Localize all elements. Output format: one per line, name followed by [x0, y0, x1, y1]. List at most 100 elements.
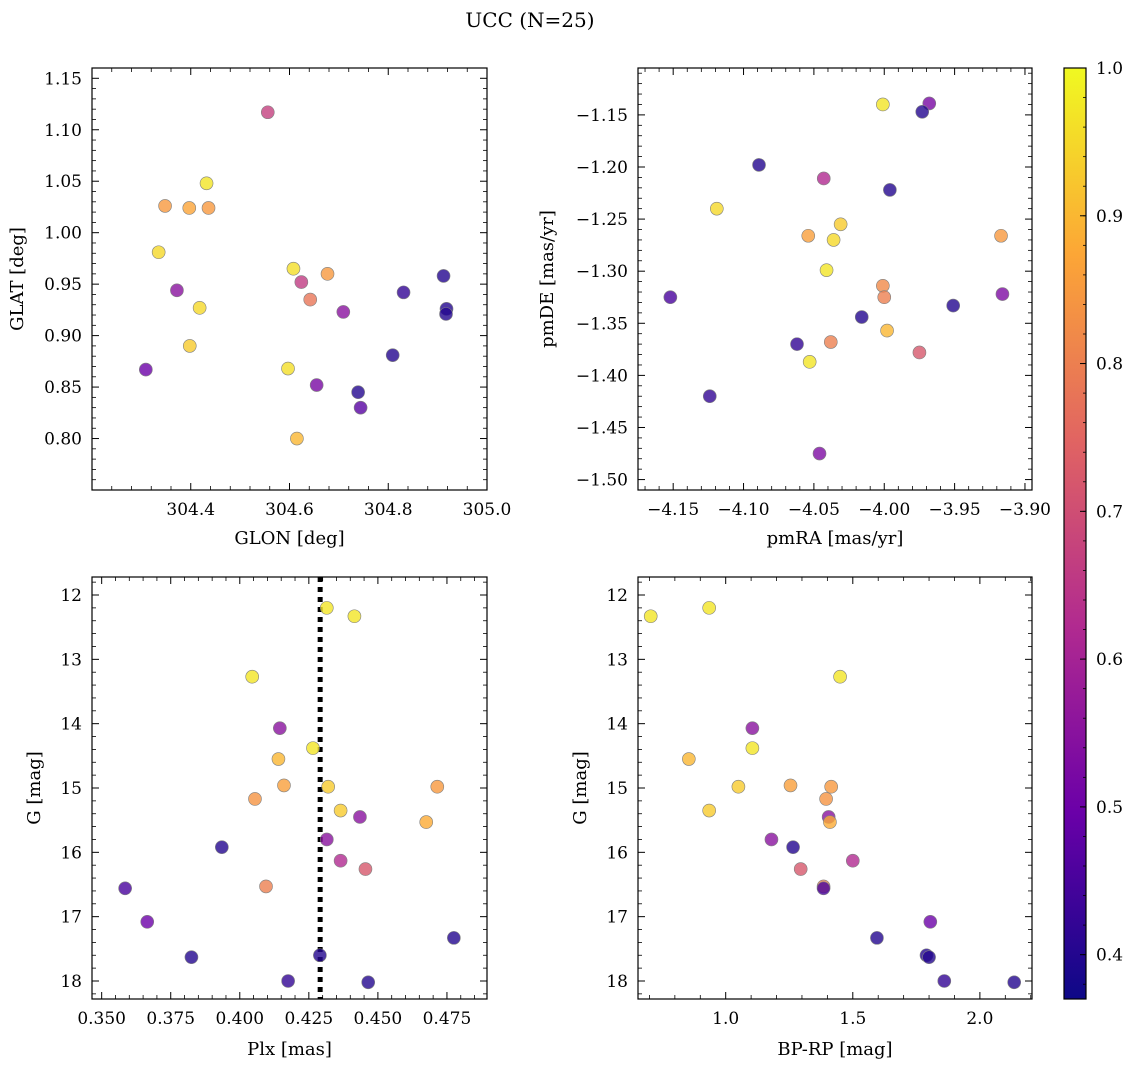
y-tick-label: 14: [60, 715, 82, 735]
scatter-point: [321, 779, 335, 794]
y-tick-label: 18: [60, 972, 82, 992]
scatter-point: [812, 446, 827, 461]
scatter-point: [273, 721, 287, 735]
x-tick-label: 304.6: [265, 500, 314, 520]
y-tick-label: −1.25: [576, 210, 628, 230]
scatter-point: [876, 278, 890, 293]
y-axis-label: pmDE [mas/yr]: [537, 210, 558, 348]
scatter-point: [876, 97, 890, 112]
colorbar-tick-label: 0.6: [1096, 650, 1123, 670]
axis-ticks: 304.4 304.6 304.8 305.0 0.80 0.85 0.90 0.95 1.00…: [44, 67, 512, 520]
scatter-point: [682, 752, 696, 766]
y-tick-label: 12: [60, 586, 82, 606]
y-tick-label: −1.20: [576, 158, 628, 178]
scatter-point: [353, 400, 368, 415]
scatter-point: [281, 361, 295, 376]
scatter-point: [201, 201, 216, 215]
scatter-point: [824, 779, 838, 794]
scatter-point: [309, 378, 324, 392]
x-tick-label: 305.0: [463, 500, 512, 520]
scatter-point: [358, 862, 373, 876]
scatter-point: [823, 335, 838, 349]
x-tick-label: −4.10: [717, 500, 769, 520]
scatter-point: [731, 779, 746, 794]
axis-ticks: −4.15 −4.10 −4.05 −4.00 −3.95 −3.90 −1.50 −1.45…: [576, 68, 1051, 520]
scatter-point: [192, 301, 207, 315]
scatter-point: [306, 741, 320, 755]
y-axis-label: G [mag]: [24, 751, 45, 824]
scatter-point: [248, 792, 262, 806]
scatter-point: [353, 810, 367, 824]
scatter-point: [915, 104, 930, 119]
plot-frame: [91, 67, 488, 491]
scatter-point: [702, 601, 716, 615]
scatter-point: [419, 815, 434, 829]
scatter-point: [140, 915, 155, 929]
y-tick-label: 1.00: [44, 224, 82, 244]
scatter-point: [816, 171, 831, 186]
scatter-point: [709, 201, 724, 216]
scatter-point: [320, 267, 335, 281]
scatter-point: [819, 263, 834, 277]
y-tick-label: −1.45: [576, 418, 628, 438]
x-tick-label: 0.475: [423, 1009, 472, 1029]
scatter-point: [245, 669, 260, 684]
panel-glon-glat: 304.4 304.6 304.8 305.0 0.80 0.85 0.90 0.95 1.00…: [7, 67, 512, 549]
scatter-point: [439, 307, 453, 321]
scatter-point: [826, 233, 841, 247]
panel-bprp-g: 1.0 1.5 2.0 12 13 14 15 16 17 18 BP-RP [mag] G [m…: [570, 576, 1033, 1060]
y-tick-label: 17: [60, 908, 82, 928]
scatter-point: [333, 803, 348, 818]
y-tick-label: 12: [606, 586, 628, 606]
y-tick-label: −1.15: [576, 106, 628, 126]
scatter-point: [816, 881, 831, 896]
scatter-points: [139, 105, 454, 446]
scatter-point: [801, 228, 816, 243]
scatter-point: [271, 752, 286, 766]
x-axis-label: GLON [deg]: [234, 528, 344, 549]
scatter-points: [643, 601, 1022, 990]
scatter-point: [946, 298, 961, 313]
scatter-point: [883, 183, 897, 197]
y-tick-label: 16: [606, 843, 628, 863]
scatter-point: [663, 290, 678, 305]
y-tick-label: 13: [606, 650, 628, 670]
scatter-point: [833, 669, 847, 684]
colorbar-tick-label: 0.7: [1096, 502, 1123, 522]
y-tick-label: 0.95: [44, 275, 82, 295]
scatter-point: [294, 275, 309, 289]
scatter-point: [385, 348, 400, 362]
x-tick-label: −4.05: [788, 500, 840, 520]
y-axis-label: G [mag]: [570, 751, 591, 824]
scatter-point: [845, 853, 860, 868]
x-tick-label: −4.00: [858, 500, 910, 520]
scatter-point: [333, 853, 348, 868]
scatter-point: [702, 389, 717, 404]
axis-ticks: 0.350 0.375 0.400 0.425 0.450 0.475 12 13 14 15 16…: [60, 577, 487, 1029]
scatter-point: [833, 217, 848, 232]
scatter-point: [158, 199, 172, 213]
y-tick-label: 1.15: [44, 69, 82, 89]
x-tick-label: 0.450: [354, 1009, 403, 1029]
scatter-point: [436, 269, 451, 283]
scatter-point: [184, 950, 199, 964]
scatter-point: [151, 245, 166, 260]
colorbar-tick-label: 0.4: [1096, 946, 1123, 966]
y-tick-label: 16: [60, 843, 82, 863]
scatter-point: [199, 176, 214, 191]
colorbar-tick-label: 0.8: [1096, 355, 1123, 375]
scatter-point: [303, 292, 318, 307]
y-tick-label: 1.10: [44, 121, 82, 141]
y-tick-label: −1.35: [576, 314, 628, 334]
scatter-point: [396, 285, 411, 300]
scatter-point: [319, 601, 334, 615]
scatter-point: [286, 261, 301, 276]
x-tick-label: −3.95: [929, 500, 981, 520]
scatter-point: [118, 881, 132, 896]
scatter-point: [854, 310, 869, 324]
x-tick-label: 304.4: [166, 500, 215, 520]
y-tick-label: 0.85: [44, 378, 82, 398]
scatter-point: [277, 778, 291, 793]
x-tick-label: −3.90: [999, 500, 1051, 520]
scatter-point: [347, 609, 362, 624]
